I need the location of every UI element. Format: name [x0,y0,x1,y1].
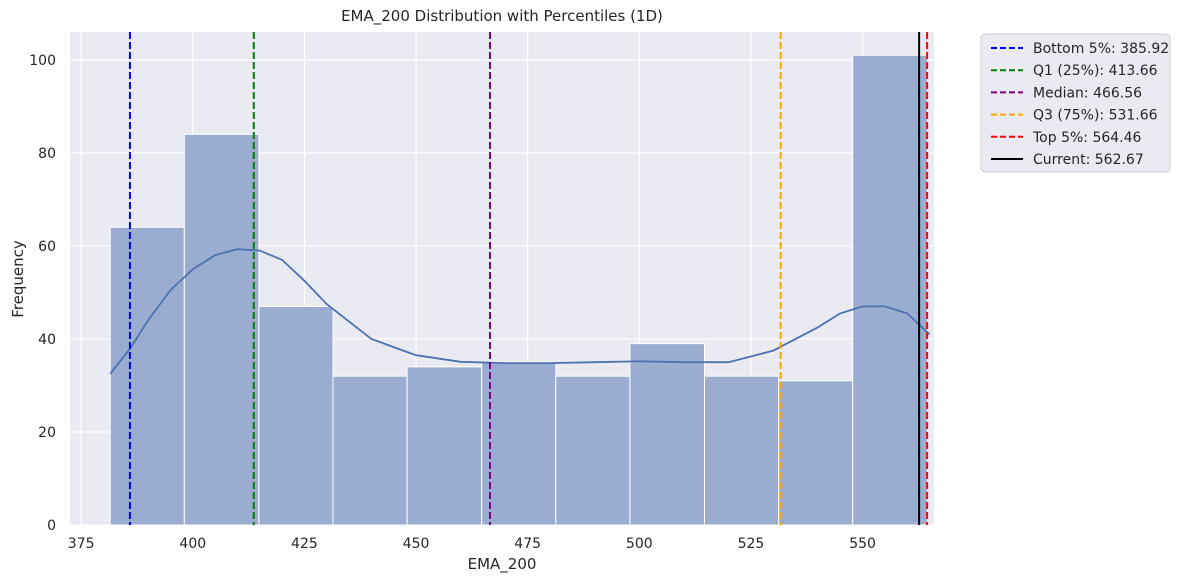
x-tick-label: 400 [179,536,206,552]
legend-label: Q1 (25%): 413.66 [1033,63,1158,79]
histogram-bar [258,305,334,526]
legend-label: Current: 562.67 [1033,152,1144,168]
legend-items: Bottom 5%: 385.92 Q1 (25%): 413.66 Median:… [991,41,1169,168]
y-tick-label: 60 [38,239,56,255]
y-tick-label: 100 [29,53,56,69]
histogram-bar [481,361,557,526]
x-tick-label: 375 [68,536,95,552]
legend-label: Median: 466.56 [1033,85,1142,101]
y-tick-label: 40 [38,332,56,348]
x-axis-title: EMA_200 [468,555,537,574]
histogram-bar [703,375,780,526]
histogram-bar [778,380,854,526]
y-tick-label: 0 [47,518,56,534]
legend-label: Bottom 5%: 385.92 [1033,41,1169,57]
legend-label: Top 5%: 564.46 [1032,130,1142,146]
x-tick-label: 450 [403,536,430,552]
x-tick-label: 500 [626,536,653,552]
kde-curve [109,248,931,375]
legend-label: Q3 (75%): 531.66 [1033,108,1158,124]
y-tick-label: 80 [38,146,56,162]
legend: Bottom 5%: 385.92 Q1 (25%): 413.66 Median:… [980,33,1171,173]
y-axis-title: Frequency [9,240,27,318]
histogram-bar [629,343,705,526]
y-tick-label: 20 [38,425,56,441]
chart-title: EMA_200 Distribution with Percentiles (1… [341,7,663,26]
histogram-bars [109,54,928,526]
histogram-bar [406,366,483,526]
x-tick-label: 425 [291,536,318,552]
histogram-bar [555,375,631,526]
x-axis-ticks: 375 400 425 450 475 500 525 550 [68,536,876,552]
y-axis-ticks: 0 20 40 60 80 100 [29,53,56,534]
x-tick-label: 525 [738,536,765,552]
x-tick-label: 550 [849,536,876,552]
histogram-bar [183,133,260,526]
percentile-lines [128,32,929,525]
histogram-bar [332,375,408,526]
histogram-bar [109,226,185,526]
legend-frame [980,33,1171,173]
histogram-bar [852,54,928,526]
x-tick-label: 475 [514,536,541,552]
